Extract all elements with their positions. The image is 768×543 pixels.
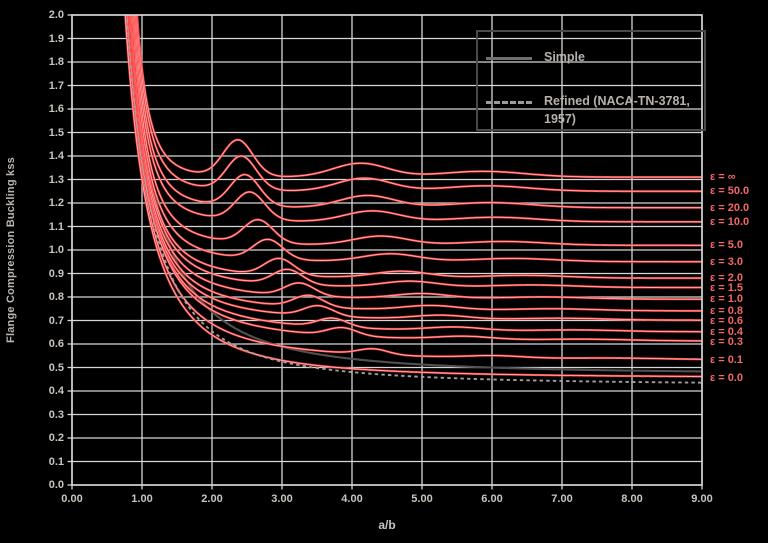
epsilon-label-1.5: ε = 1.5 [710, 281, 744, 294]
legend: Simple Refined (NACA-TN-3781, 1957) [476, 30, 706, 131]
epsilon-label-3.0: ε = 3.0 [710, 255, 744, 268]
epsilon-label-0.6: ε = 0.6 [710, 314, 744, 327]
y-tick-label: 1.4 [48, 150, 64, 162]
y-tick-label: 0.4 [48, 385, 64, 397]
x-tick-label: 7.00 [551, 493, 573, 505]
x-tick-label: 5.00 [411, 493, 433, 505]
simple-curve [129, 15, 702, 373]
x-tick-label: 4.00 [341, 493, 363, 505]
epsilon-label-0.1: ε = 0.1 [710, 354, 744, 367]
epsilon-label-0.4: ε = 0.4 [710, 326, 744, 339]
y-tick-label: 2.0 [48, 9, 64, 21]
y-axis-title: Flange Compression Buckling kss [5, 157, 17, 343]
y-tick-label: 0.1 [48, 455, 64, 468]
x-tick-label: 9.00 [691, 493, 713, 505]
legend-item-refined: Refined (NACA-TN-3781, 1957) [486, 92, 704, 128]
y-tick-label: 1.2 [48, 197, 64, 209]
y-tick-label: 0.9 [48, 267, 64, 280]
x-tick-label: 3.00 [271, 493, 293, 505]
epsilon-label-5.0: ε = 5.0 [710, 239, 744, 252]
y-tick-label: 0.6 [48, 338, 64, 350]
epsilon-label-0.8: ε = 0.8 [710, 305, 744, 318]
y-tick-label: 1.7 [48, 79, 64, 92]
epsilon-label-10.0: ε = 10.0 [710, 215, 750, 228]
legend-label-simple: Simple [544, 50, 585, 64]
epsilon-label-2.0: ε = 2.0 [710, 272, 744, 285]
x-tick-label: 8.00 [621, 493, 643, 505]
y-tick-label: 1.5 [48, 126, 64, 139]
epsilon-label-20.0: ε = 20.0 [710, 201, 750, 214]
solid-line-swatch [486, 57, 532, 60]
y-tick-label: 1.1 [48, 220, 64, 233]
epsilon-label-50.0: ε = 50.0 [710, 185, 750, 198]
x-axis-title: a/b [378, 518, 396, 532]
y-tick-label: 0.7 [48, 314, 64, 327]
y-tick-label: 0.5 [48, 361, 64, 374]
y-tick-label: 0.0 [48, 479, 64, 491]
x-tick-label: 0.00 [61, 493, 83, 505]
y-tick-label: 0.8 [48, 291, 64, 303]
x-tick-label: 1.00 [131, 493, 153, 505]
epsilon-label-∞: ε = ∞ [710, 171, 736, 184]
y-tick-label: 1.6 [48, 103, 64, 115]
x-tick-label: 2.00 [201, 493, 223, 505]
dashed-line-swatch [486, 101, 532, 105]
legend-item-simple: Simple [486, 48, 704, 66]
curves-group [124, 15, 702, 384]
epsilon-label-1.0: ε = 1.0 [710, 293, 744, 306]
y-tick-label: 0.3 [48, 408, 64, 421]
y-tick-label: 0.2 [48, 432, 64, 444]
y-tick-label: 1.9 [48, 32, 64, 45]
x-tick-label: 6.00 [481, 493, 503, 505]
refined-curve [125, 15, 702, 384]
y-tick-label: 1.3 [48, 173, 64, 186]
y-tick-label: 1.8 [48, 56, 64, 68]
epsilon-label-0.0: ε = 0.0 [710, 372, 744, 385]
epsilon-label-0.3: ε = 0.3 [710, 335, 744, 348]
legend-label-refined: Refined (NACA-TN-3781, 1957) [544, 94, 690, 127]
y-tick-label: 1.0 [48, 244, 64, 256]
